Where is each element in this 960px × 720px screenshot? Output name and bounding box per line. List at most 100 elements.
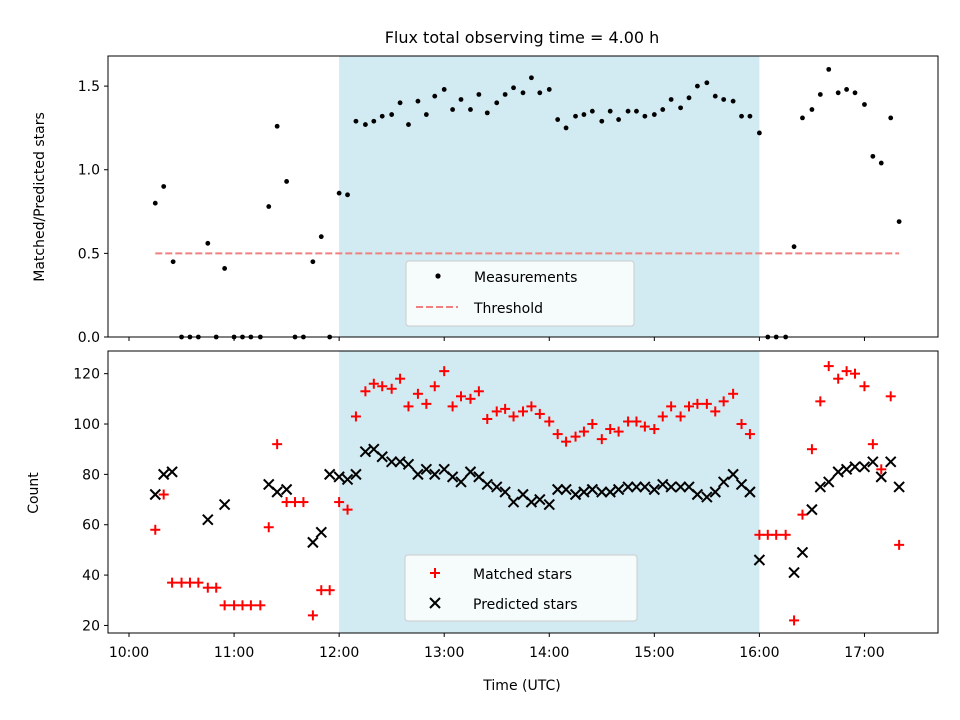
matched-star-point xyxy=(456,391,467,402)
matched-star-point xyxy=(841,366,852,377)
matched-star-point xyxy=(762,529,773,540)
matched-star-point xyxy=(771,529,782,540)
matched-star-point xyxy=(789,615,800,626)
matched-star-point xyxy=(797,509,808,520)
measurement-point xyxy=(318,234,324,240)
predicted-star-point xyxy=(604,486,616,498)
legend-matched-label: Matched stars xyxy=(473,567,572,583)
measurement-point xyxy=(599,118,605,124)
predicted-star-point xyxy=(499,486,511,498)
predicted-star-point xyxy=(717,476,730,488)
predicted-star-point xyxy=(359,446,372,458)
predicted-star-point xyxy=(744,486,756,498)
measurement-point xyxy=(284,179,290,184)
measurement-point xyxy=(266,204,272,209)
matched-star-point xyxy=(736,419,747,430)
x-tick-label: 13:00 xyxy=(424,645,464,661)
matched-star-point xyxy=(316,585,327,596)
measurement-point xyxy=(651,112,657,117)
bottom-y-tick-label: 120 xyxy=(73,367,100,383)
predicted-star-point xyxy=(674,481,687,493)
measurement-point xyxy=(415,98,421,104)
matched-star-point xyxy=(491,406,502,417)
bottom-y-tick-label: 20 xyxy=(82,618,100,634)
top-y-tick-label: 1.0 xyxy=(78,163,100,179)
measurement-point xyxy=(730,98,736,104)
measurement-point xyxy=(397,100,403,106)
matched-star-point xyxy=(184,577,195,588)
measurement-point xyxy=(642,113,648,119)
top-plot-frame xyxy=(107,55,939,338)
measurement-point xyxy=(870,153,876,159)
predicted-star-point xyxy=(350,468,362,481)
predicted-star-point xyxy=(639,481,651,493)
matched-star-point xyxy=(290,497,301,508)
predicted-star-point xyxy=(858,461,871,473)
measurement-point xyxy=(625,108,631,114)
measurement-point xyxy=(756,130,762,136)
matched-star-point xyxy=(859,381,870,392)
matched-star-point xyxy=(219,600,230,611)
measurement-point xyxy=(686,95,692,101)
matched-star-point xyxy=(894,539,905,550)
chart-title: Flux total observing time = 4.00 h xyxy=(385,28,660,47)
matched-star-point xyxy=(237,600,248,611)
bottom-y-tick-label: 40 xyxy=(82,568,100,584)
predicted-star-point xyxy=(796,546,809,559)
matched-star-point xyxy=(833,373,844,384)
measurement-point xyxy=(660,107,666,112)
predicted-star-point xyxy=(551,483,564,496)
top-legend-box xyxy=(405,260,635,327)
predicted-star-point xyxy=(323,468,336,481)
matched-star-point xyxy=(508,411,519,422)
top-y-tick-label: 1.5 xyxy=(78,79,100,95)
matched-star-point xyxy=(386,383,397,394)
measurement-point xyxy=(511,85,516,91)
matched-star-point xyxy=(596,434,607,445)
measurement-point xyxy=(353,118,359,124)
bottom-x-ticks: 10:00 11:00 12:00 13:00 14:00 15:00 16:00 17:00 xyxy=(109,633,885,661)
top-panel: 0.0 0.5 1.0 1.5 Matched/Predicted stars Mea… xyxy=(32,55,939,346)
predicted-star-point xyxy=(569,488,582,501)
matched-star-point xyxy=(780,529,791,540)
predicted-star-point xyxy=(333,471,345,483)
bottom-legend-box xyxy=(404,554,638,622)
legend-measurements-label: Measurements xyxy=(474,270,577,286)
matched-star-point xyxy=(561,436,572,447)
matched-star-point xyxy=(350,411,361,422)
matched-star-point xyxy=(806,444,817,455)
predicted-star-point xyxy=(612,483,625,496)
measurement-point xyxy=(546,87,552,92)
matched-star-point xyxy=(623,416,634,427)
predicted-star-point xyxy=(341,473,354,486)
matched-star-point xyxy=(482,413,493,424)
measurement-point xyxy=(310,259,316,265)
matched-star-point xyxy=(447,401,458,412)
measurement-point xyxy=(363,122,368,127)
x-axis-label: Time (UTC) xyxy=(482,678,560,694)
matched-star-point xyxy=(639,421,650,432)
measurement-point xyxy=(634,108,639,114)
predicted-star-point xyxy=(657,478,669,491)
predicted-star-point xyxy=(157,468,170,481)
predicted-star-point xyxy=(727,468,739,481)
x-tick-label: 17:00 xyxy=(844,645,884,661)
measurement-point xyxy=(678,105,683,111)
measurement-point xyxy=(484,110,490,116)
matched-star-point xyxy=(613,426,624,437)
bottom-y-axis-label: Count xyxy=(26,472,42,514)
measurement-point xyxy=(389,112,395,117)
legend-threshold-label: Threshold xyxy=(473,301,543,317)
matched-star-point xyxy=(885,391,896,402)
predicted-star-point xyxy=(823,476,835,488)
measurement-point xyxy=(844,87,849,92)
x-tick-label: 15:00 xyxy=(634,645,674,661)
predicted-star-point xyxy=(543,498,555,511)
bottom-legend: Matched stars Predicted stars xyxy=(404,554,638,622)
top-y-tick-label: 0.5 xyxy=(78,246,100,262)
matched-star-point xyxy=(631,416,642,427)
predicted-star-point xyxy=(885,456,897,468)
matched-star-point xyxy=(823,361,834,372)
predicted-star-point xyxy=(648,483,661,496)
matched-star-point xyxy=(728,388,739,399)
